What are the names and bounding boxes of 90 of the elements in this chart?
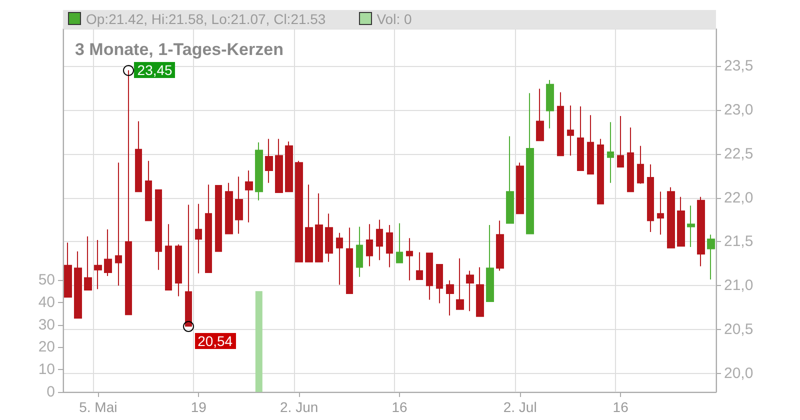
candlestick xyxy=(426,252,433,300)
candlestick xyxy=(205,184,212,273)
candlestick xyxy=(115,162,122,286)
y-tick-label: 21,0 xyxy=(724,277,754,294)
y2-tick-label: 40 xyxy=(38,294,55,311)
candlestick xyxy=(94,239,102,290)
y2-tick-label: 10 xyxy=(38,361,55,378)
candlestick xyxy=(546,79,554,129)
candlestick xyxy=(697,196,705,267)
candlestick xyxy=(677,196,685,247)
candlestick xyxy=(567,104,574,156)
candlestick xyxy=(155,189,162,270)
candlestick xyxy=(466,270,474,312)
text: Op:21.42, Hi:21.58, Lo:21.07, Cl:21.53 xyxy=(85,11,326,27)
y2-tick-label: 20 xyxy=(38,338,55,356)
candlestick xyxy=(506,136,514,224)
y-tick-label: 20,0 xyxy=(724,365,754,382)
candlestick xyxy=(235,176,243,234)
candlestick xyxy=(577,106,584,172)
annotation: 20,54 xyxy=(194,333,236,350)
candlestick xyxy=(436,264,443,304)
candlestick xyxy=(265,138,273,184)
y-tick-label: 22,0 xyxy=(724,189,754,206)
candlestick xyxy=(627,126,634,192)
candlestick xyxy=(416,252,423,280)
candlestick xyxy=(557,92,564,156)
y-tick-label: 23,5 xyxy=(724,57,754,74)
y2-tick-label: 0 xyxy=(46,384,55,400)
y2-tick-label: 30 xyxy=(38,316,55,334)
candlestick xyxy=(305,184,313,262)
candlestick xyxy=(325,213,333,262)
candlestick xyxy=(386,224,393,268)
candlestick xyxy=(255,142,263,201)
candlestick xyxy=(707,234,715,280)
candlestick xyxy=(647,164,654,233)
candlestick xyxy=(275,138,283,193)
candlestick xyxy=(617,116,624,168)
candlestick xyxy=(376,219,383,261)
x-tick-label: 2. Jun xyxy=(280,399,318,415)
candlestick xyxy=(215,184,222,252)
candlestick xyxy=(366,224,373,267)
x-tick-label: 2. Jul xyxy=(503,399,537,415)
candlestick xyxy=(315,192,323,262)
candlestick xyxy=(446,280,454,316)
candlestick xyxy=(486,224,494,302)
candlestick xyxy=(607,122,614,184)
x-tick-label: 19 xyxy=(190,399,207,415)
candlestick xyxy=(195,203,202,274)
y-tick-label: 22,5 xyxy=(724,145,754,162)
candlestick xyxy=(597,138,604,204)
candlestick xyxy=(406,238,413,281)
candlestick xyxy=(526,92,534,234)
candlestick xyxy=(165,224,172,291)
candlestick xyxy=(135,120,142,192)
candlestick xyxy=(175,244,182,297)
x-tick-label: 5. Mai xyxy=(79,399,118,415)
candlestick xyxy=(456,258,464,310)
candlestick xyxy=(396,222,403,264)
candlestick xyxy=(295,160,303,262)
candlestick xyxy=(125,70,132,316)
annotation: 23,45 xyxy=(134,62,176,78)
x-tick-label: 16 xyxy=(392,399,408,415)
candlestick xyxy=(356,226,363,278)
candlestick xyxy=(637,145,644,184)
y2-tick-label: 50 xyxy=(38,271,55,288)
candlestick xyxy=(245,170,253,223)
y-tick-label: 20,5 xyxy=(724,321,754,338)
candlestick xyxy=(536,88,544,142)
candlestick xyxy=(225,182,233,234)
candlestick xyxy=(145,160,152,222)
candlestick xyxy=(516,162,524,214)
y-tick-label: 21,5 xyxy=(724,233,754,250)
candlestick xyxy=(476,266,484,317)
x-tick-label: 16 xyxy=(612,399,629,415)
candlestick xyxy=(687,205,695,248)
candlestick xyxy=(657,191,664,236)
candlestick xyxy=(84,236,92,291)
candlestick xyxy=(185,204,192,327)
text: Vol: 0 xyxy=(376,11,412,27)
text: 3 Monate, 1-Tages-Kerzen xyxy=(75,40,284,59)
candlestick xyxy=(496,220,504,272)
candlestick xyxy=(667,186,675,248)
candlestick xyxy=(64,242,72,298)
candlestick xyxy=(104,228,112,276)
candlestick xyxy=(346,227,353,294)
y-tick-label: 23,0 xyxy=(724,101,754,118)
candlestick xyxy=(285,141,293,192)
candlestick xyxy=(587,114,594,175)
candlestick xyxy=(336,232,343,286)
candlestick xyxy=(74,250,82,319)
